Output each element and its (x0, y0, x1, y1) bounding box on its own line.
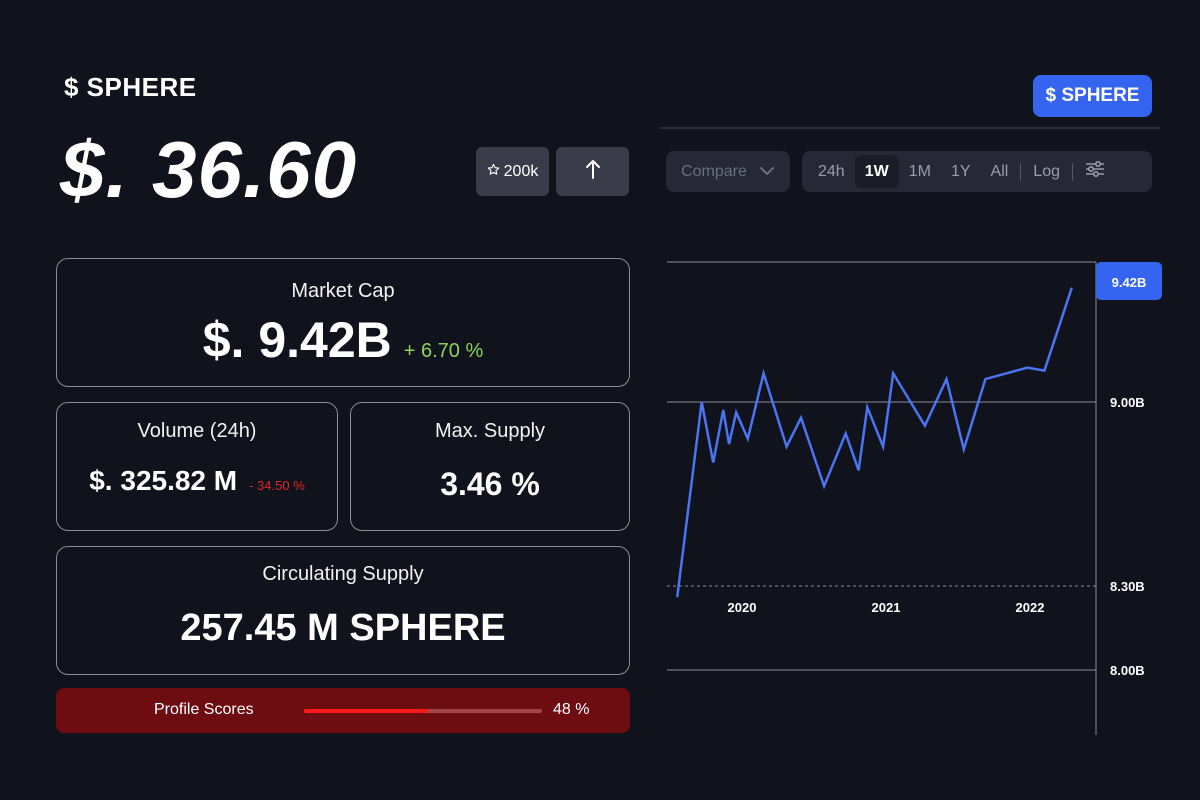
asset-ticker: $ SPHERE (64, 72, 197, 102)
asset-price: $. 36.60 (60, 125, 358, 214)
profile-scores-label: Profile Scores (154, 701, 254, 718)
circulating-supply-card: Circulating Supply 257.45 M SPHERE (56, 546, 630, 675)
arrow-up-icon (584, 158, 602, 185)
current-value-badge (1096, 262, 1162, 300)
compare-label: Compare (681, 162, 747, 180)
price-chart[interactable]: 9.00B 8.30B 8.00B 2020 2021 2022 9.42B (660, 250, 1200, 750)
profile-scores-track (304, 709, 542, 713)
favorite-count: 200k (503, 162, 539, 180)
y-axis-ticks: 9.00B 8.30B 8.00B (1110, 395, 1145, 678)
max-supply-card: Max. Supply 3.46 % (350, 402, 630, 531)
volume-value: $. 325.82 M (89, 465, 238, 496)
range-all[interactable]: All (990, 162, 1009, 180)
price-series (675, 287, 1073, 598)
y-tick-label: 8.00B (1110, 663, 1145, 678)
circulating-supply-title: Circulating Supply (262, 563, 424, 585)
chart-settings-button[interactable] (1075, 155, 1115, 188)
market-cap-change: + 6.70 % (403, 340, 484, 362)
market-cap-title: Market Cap (291, 280, 395, 302)
volume-card: Volume (24h) $. 325.82 M - 34.50 % (56, 402, 338, 531)
star-outline-icon (487, 163, 500, 181)
y-tick-label: 9.00B (1110, 395, 1145, 410)
y-tick-label: 8.30B (1110, 579, 1145, 594)
profile-scores-bar: Profile Scores 48 % (56, 688, 630, 733)
max-supply-title: Max. Supply (434, 420, 546, 442)
market-cap-value: $. 9.42B (202, 312, 392, 368)
circulating-supply-value: 257.45 M SPHERE (180, 607, 506, 649)
x-tick-label: 2021 (872, 600, 901, 615)
header-divider (660, 127, 1160, 129)
range-1y[interactable]: 1Y (950, 162, 971, 180)
x-tick-label: 2022 (1016, 600, 1045, 615)
current-value-label: 9.42B (1112, 275, 1147, 290)
price-line (675, 287, 1073, 598)
range-24h[interactable]: 24h (818, 162, 845, 180)
range-separator (1072, 162, 1073, 181)
current-value-tag: 9.42B (1096, 262, 1162, 300)
range-1m[interactable]: 1M (908, 162, 931, 180)
volume-title: Volume (24h) (137, 420, 257, 442)
range-1w[interactable]: 1W (854, 155, 899, 188)
max-supply-value: 3.46 % (440, 466, 540, 502)
profile-scores-fill (304, 709, 428, 713)
log-scale-toggle[interactable]: Log (1033, 162, 1060, 180)
favorite-button[interactable]: 200k (476, 147, 549, 196)
share-button[interactable] (556, 147, 629, 196)
x-axis-ticks: 2020 2021 2022 (728, 600, 1045, 615)
asset-selector-button[interactable]: $ SPHERE (1033, 75, 1152, 117)
time-range-group: 24h 1W 1M 1Y All Log (802, 151, 1152, 192)
profile-scores-percent: 48 % (553, 701, 590, 718)
sliders-icon (1085, 160, 1105, 182)
volume-change: - 34.50 % (249, 478, 305, 493)
compare-dropdown[interactable]: Compare (666, 151, 790, 192)
chevron-down-icon (759, 163, 775, 181)
market-cap-card: Market Cap $. 9.42B + 6.70 % (56, 258, 630, 387)
x-tick-label: 2020 (728, 600, 757, 615)
range-separator (1020, 162, 1022, 181)
